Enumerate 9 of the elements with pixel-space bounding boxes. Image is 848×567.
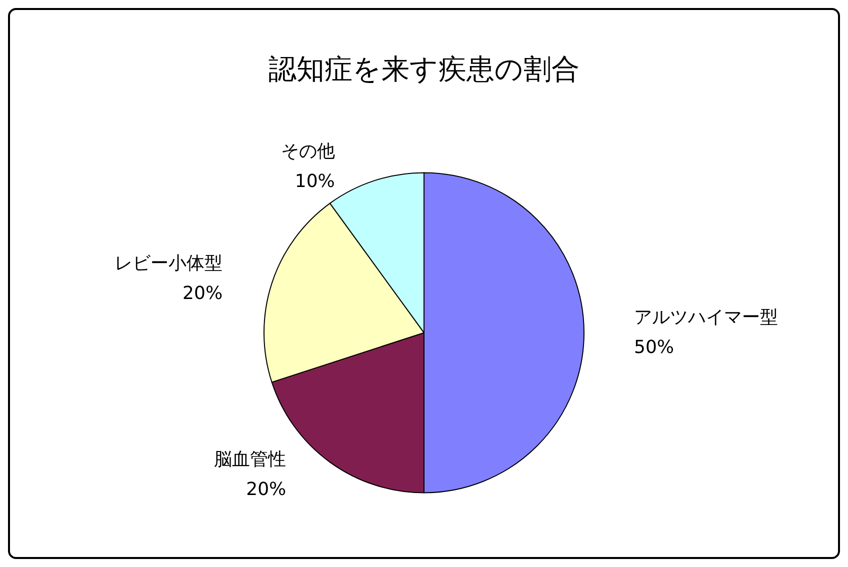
slice-label: アルツハイマー型	[634, 307, 778, 328]
chart-title: 認知症を来す疾患の割合	[268, 52, 580, 86]
data-label: 10%	[294, 170, 335, 192]
data-label: 20%	[182, 283, 223, 304]
slice-label: レビー小体型	[114, 253, 223, 274]
slice-label: その他	[280, 140, 335, 162]
data-label: 20%	[246, 478, 286, 500]
data-label: 50%	[634, 337, 674, 358]
slice-label: 脳血管性	[214, 448, 286, 470]
